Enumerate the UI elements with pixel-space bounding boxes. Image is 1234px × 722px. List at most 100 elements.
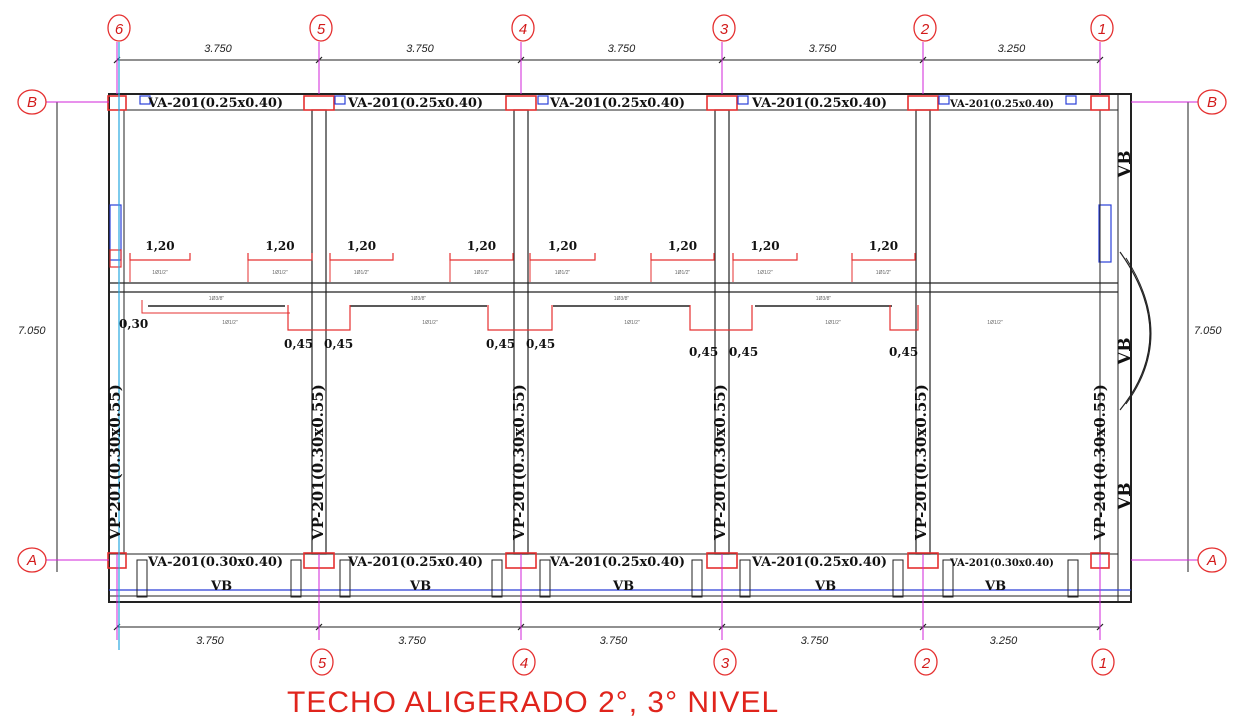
rib-bar-label: 1Ø1/2" — [825, 320, 841, 326]
span-dimension: 3.750 — [608, 43, 636, 55]
axis-number: 6 — [115, 21, 124, 38]
axis-bubble — [1091, 648, 1115, 676]
axis-number: 1 — [1099, 655, 1107, 672]
vb-support — [539, 559, 551, 598]
drawing-title: TECHO ALIGERADO 2°, 3° NIVEL — [287, 686, 779, 719]
rebar-length-label: 0,30 — [119, 317, 148, 331]
bottom-beam-label: VA-201(0.25x0.40) — [751, 555, 887, 570]
rebar-length-mark — [529, 253, 596, 261]
rebar-length-label: 0,45 — [324, 337, 353, 351]
window-opening — [1098, 204, 1112, 263]
rebar-length-label: 0,45 — [889, 345, 918, 359]
span-dimension: 3.750 — [600, 635, 628, 647]
axis-bubble — [1197, 547, 1227, 573]
rebar-small-label: 1Ø1/2" — [152, 270, 168, 276]
rebar-length-mark — [851, 253, 916, 261]
vb-label: VB — [409, 579, 431, 594]
column — [1090, 95, 1110, 111]
support-rebar-mark — [141, 300, 290, 314]
rebar-length-label: 1,20 — [145, 239, 174, 253]
column — [505, 95, 537, 111]
vb-label: VB — [612, 579, 634, 594]
rebar-length-label: 0,45 — [284, 337, 313, 351]
top-beam-label: VA-201(0.25x0.40) — [549, 96, 685, 111]
axis-bubble — [309, 14, 333, 42]
axis-bubble — [310, 648, 334, 676]
vb-support — [691, 559, 703, 598]
vb-support — [1067, 559, 1079, 598]
axis-bubble — [512, 648, 536, 676]
arched-edge — [1119, 251, 1151, 411]
vb-support — [942, 559, 954, 598]
rib-bar-label: 1Ø1/2" — [222, 320, 238, 326]
axis-bubble — [1090, 14, 1114, 42]
vertical-beam-label: VP-201(0.30x0.55) — [309, 384, 327, 541]
bottom-beam-label: VA-201(0.25x0.40) — [347, 555, 483, 570]
rebar-length-label: 1,20 — [668, 239, 697, 253]
joist-marker — [938, 95, 950, 105]
vb-support — [491, 559, 503, 598]
span-dimension: 3.750 — [809, 43, 837, 55]
axis-number: 5 — [317, 21, 326, 38]
rebar-length-label: 0,45 — [689, 345, 718, 359]
rebar-length-mark — [329, 253, 394, 261]
column — [303, 95, 335, 111]
column — [907, 95, 939, 111]
column — [107, 95, 127, 111]
axis-bubble — [17, 547, 47, 573]
support-rebar-mark — [487, 305, 553, 331]
span-dimension: 3.250 — [990, 635, 1018, 647]
joist-marker — [334, 95, 346, 105]
axis-number: 2 — [921, 655, 931, 672]
rib-bar-label: 1Ø3/8" — [816, 296, 832, 302]
axis-number: 1 — [1098, 21, 1106, 38]
rebar-length-mark — [650, 253, 715, 261]
slab-inner-outline — [123, 109, 1101, 555]
axis-bubble — [107, 14, 131, 42]
rebar-small-label: 1Ø1/2" — [876, 270, 892, 276]
rebar-small-label: 1Ø1/2" — [474, 270, 490, 276]
top-beam-label: VA-201(0.25x0.40) — [751, 96, 887, 111]
rebar-length-label: 0,45 — [526, 337, 555, 351]
rib-bar-label: 1Ø1/2" — [422, 320, 438, 326]
height-dimension: 7.050 — [1194, 325, 1222, 337]
span-dimension: 3.750 — [406, 43, 434, 55]
height-dimension: 7.050 — [18, 325, 46, 337]
bottom-beam-label: VA-201(0.30x0.40) — [147, 555, 283, 570]
axis-letter: B — [27, 94, 37, 111]
vertical-beam-label: VP-201(0.30x0.55) — [510, 384, 528, 541]
arched-edge-inner — [1125, 257, 1152, 405]
axis-letter: A — [26, 552, 37, 569]
axis-number: 2 — [920, 21, 930, 38]
vb-support — [339, 559, 351, 598]
rib-bar-label: 1Ø1/2" — [624, 320, 640, 326]
rebar-length-mark — [732, 253, 798, 261]
vertical-beam-label: VP-201(0.30x0.55) — [1091, 384, 1109, 541]
rebar-length-label: 1,20 — [265, 239, 294, 253]
vb-support — [290, 559, 302, 598]
rebar-length-mark — [449, 253, 514, 261]
rebar-annotations: 1,20 1Ø1/2" 1,20 1Ø1/2" 1,20 1Ø1/2" 1,20 1Ø1/2"… — [119, 239, 1003, 359]
support-rebar-mark — [689, 305, 753, 331]
span-dimension: 3.750 — [204, 43, 232, 55]
span-dimension: 3.750 — [196, 635, 224, 647]
axis-bubble — [712, 14, 736, 42]
rebar-small-label: 1Ø1/2" — [675, 270, 691, 276]
span-dimension: 3.750 — [398, 635, 426, 647]
slab-outline — [108, 93, 1132, 603]
rebar-length-label: 1,20 — [750, 239, 779, 253]
axis-bubble — [511, 14, 535, 42]
axis-letter: B — [1207, 94, 1217, 111]
rib-bar-label: 1Ø3/8" — [614, 296, 630, 302]
rib-bar-label: 1Ø1/2" — [987, 320, 1003, 326]
span-dimension: 3.750 — [801, 635, 829, 647]
rebar-length-label: 1,20 — [869, 239, 898, 253]
bottom-beam-label: VA-201(0.30x0.40) — [949, 558, 1054, 569]
axis-number: 3 — [720, 21, 729, 38]
vertical-beam-label: VP-201(0.30x0.55) — [912, 384, 930, 541]
opening-edge — [109, 249, 122, 268]
beam-labels: VA-201(0.25x0.40) VA-201(0.25x0.40) VA-201… — [106, 96, 1135, 594]
axis-number: 5 — [318, 655, 327, 672]
axis-bubble — [17, 89, 47, 115]
